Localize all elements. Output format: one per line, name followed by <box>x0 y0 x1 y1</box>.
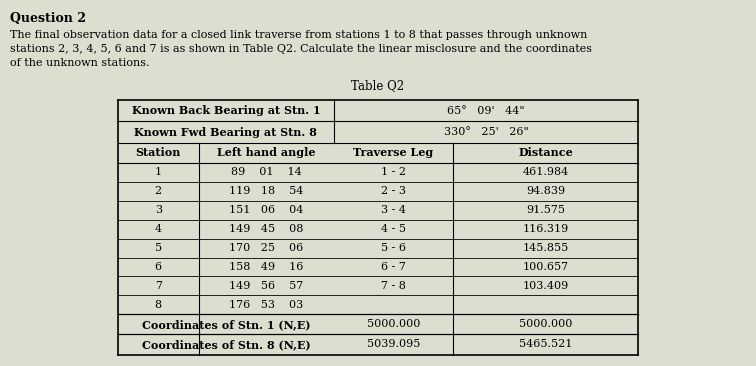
Text: Table Q2: Table Q2 <box>352 79 404 92</box>
Text: 8: 8 <box>155 300 162 310</box>
Text: 103.409: 103.409 <box>522 281 569 291</box>
Text: 100.657: 100.657 <box>522 262 569 272</box>
Text: 116.319: 116.319 <box>522 224 569 234</box>
Text: 330°   25'   26": 330° 25' 26" <box>444 127 528 137</box>
Text: 4: 4 <box>155 224 162 234</box>
Text: 151   06    04: 151 06 04 <box>229 205 303 215</box>
Text: 6 - 7: 6 - 7 <box>381 262 406 272</box>
Text: Question 2: Question 2 <box>10 12 86 25</box>
Text: stations 2, 3, 4, 5, 6 and 7 is as shown in Table Q2. Calculate the linear miscl: stations 2, 3, 4, 5, 6 and 7 is as shown… <box>10 44 592 54</box>
Text: 5465.521: 5465.521 <box>519 339 572 350</box>
Text: 5 - 6: 5 - 6 <box>381 243 406 253</box>
Text: 6: 6 <box>155 262 162 272</box>
Text: 5000.000: 5000.000 <box>367 319 420 329</box>
Text: 7: 7 <box>155 281 162 291</box>
Text: 119   18    54: 119 18 54 <box>229 186 303 196</box>
Text: 158   49    16: 158 49 16 <box>229 262 303 272</box>
Text: 5: 5 <box>155 243 162 253</box>
Text: Coordinates of Stn. 8 (N,E): Coordinates of Stn. 8 (N,E) <box>141 339 310 350</box>
Text: 2 - 3: 2 - 3 <box>381 186 406 196</box>
Text: 149   56    57: 149 56 57 <box>229 281 303 291</box>
Text: Coordinates of Stn. 1 (N,E): Coordinates of Stn. 1 (N,E) <box>141 319 310 330</box>
Text: 5039.095: 5039.095 <box>367 339 420 350</box>
Text: 170   25    06: 170 25 06 <box>229 243 303 253</box>
Text: 4 - 5: 4 - 5 <box>381 224 406 234</box>
Text: 1: 1 <box>155 168 162 178</box>
Text: 3 - 4: 3 - 4 <box>381 205 406 215</box>
Text: 94.839: 94.839 <box>526 186 565 196</box>
Text: 5000.000: 5000.000 <box>519 319 572 329</box>
Text: 145.855: 145.855 <box>522 243 569 253</box>
Text: 91.575: 91.575 <box>526 205 565 215</box>
Text: of the unknown stations.: of the unknown stations. <box>10 58 150 68</box>
Text: 3: 3 <box>155 205 162 215</box>
Text: 2: 2 <box>155 186 162 196</box>
Text: Known Fwd Bearing at Stn. 8: Known Fwd Bearing at Stn. 8 <box>135 127 318 138</box>
Text: Station: Station <box>135 147 181 158</box>
Text: 7 - 8: 7 - 8 <box>381 281 406 291</box>
Text: 176   53    03: 176 53 03 <box>229 300 303 310</box>
Text: 1 - 2: 1 - 2 <box>381 168 406 178</box>
Text: Distance: Distance <box>519 147 573 158</box>
Text: 149   45    08: 149 45 08 <box>229 224 303 234</box>
Text: Traverse Leg: Traverse Leg <box>354 147 434 158</box>
Text: 89    01    14: 89 01 14 <box>231 168 302 178</box>
Text: The final observation data for a closed link traverse from stations 1 to 8 that : The final observation data for a closed … <box>10 30 587 40</box>
Text: Known Back Bearing at Stn. 1: Known Back Bearing at Stn. 1 <box>132 105 321 116</box>
Text: Left hand angle: Left hand angle <box>217 147 315 158</box>
Text: 65°   09'   44": 65° 09' 44" <box>447 106 525 116</box>
Text: 461.984: 461.984 <box>522 168 569 178</box>
